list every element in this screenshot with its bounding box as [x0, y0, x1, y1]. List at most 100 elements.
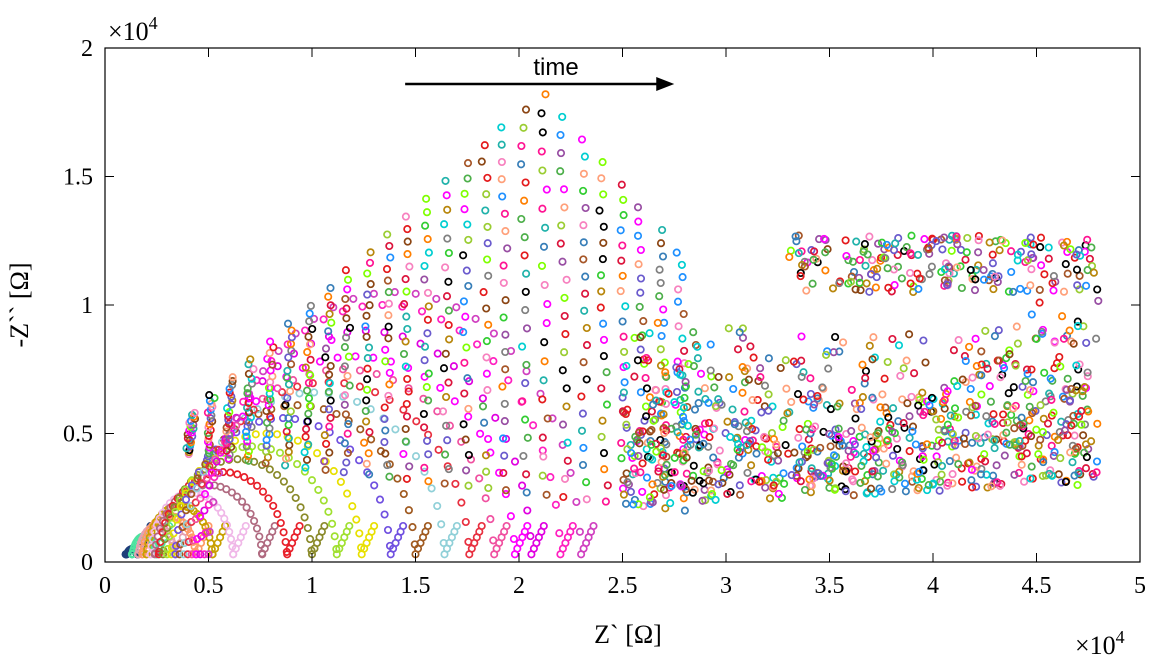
- data-point: [1072, 361, 1081, 370]
- data-point: [753, 395, 762, 405]
- data-point: [597, 384, 606, 393]
- data-point: [244, 418, 254, 427]
- data-point: [1083, 368, 1092, 377]
- data-point: [556, 149, 566, 158]
- data-point: [749, 353, 758, 362]
- data-point: [201, 529, 210, 538]
- data-point: [1050, 338, 1059, 347]
- data-point: [792, 471, 801, 480]
- data-point: [900, 479, 910, 488]
- data-point: [325, 370, 334, 379]
- data-point: [308, 379, 317, 388]
- data-point: [1049, 408, 1058, 417]
- data-point: [500, 209, 509, 218]
- data-point: [649, 416, 658, 425]
- data-point: [275, 448, 285, 457]
- data-point: [707, 486, 716, 495]
- data-point: [616, 226, 625, 235]
- data-point: [560, 474, 570, 483]
- data-point: [1027, 310, 1036, 319]
- y-tick-label: 0.5: [63, 422, 93, 448]
- data-point: [249, 365, 258, 374]
- data-point: [659, 305, 668, 314]
- data-point: [341, 410, 350, 419]
- data-point: [994, 272, 1003, 281]
- data-point: [990, 436, 999, 445]
- data-point: [262, 418, 272, 427]
- data-point: [1040, 270, 1049, 279]
- data-point: [172, 541, 181, 550]
- data-point: [623, 405, 632, 414]
- data-point: [462, 266, 471, 275]
- data-point: [285, 441, 294, 450]
- data-point: [279, 477, 288, 486]
- data-point: [498, 382, 507, 391]
- data-point: [273, 510, 282, 519]
- data-point: [814, 469, 823, 478]
- data-point: [1076, 251, 1085, 260]
- data-point: [920, 235, 929, 244]
- data-point: [462, 466, 471, 475]
- data-point: [188, 536, 197, 545]
- data-point: [278, 388, 287, 397]
- data-point: [463, 174, 472, 183]
- data-point: [1010, 470, 1019, 479]
- data-point: [740, 367, 749, 376]
- time-annotation: time: [405, 54, 675, 91]
- data-point: [537, 261, 547, 270]
- data-point: [656, 239, 666, 248]
- data-point: [501, 227, 510, 236]
- data-point: [620, 347, 629, 356]
- data-point: [733, 345, 743, 354]
- data-point: [361, 406, 370, 416]
- data-point: [326, 396, 335, 405]
- data-point: [295, 521, 304, 531]
- data-point: [371, 388, 380, 397]
- data-point: [419, 409, 428, 419]
- data-point: [662, 440, 671, 449]
- data-point: [826, 442, 835, 451]
- data-point: [344, 420, 353, 429]
- data-point: [382, 265, 392, 274]
- data-point: [295, 389, 304, 398]
- data-point: [857, 461, 866, 470]
- data-point: [656, 345, 665, 354]
- data-point: [562, 384, 571, 393]
- data-point: [210, 473, 219, 482]
- data-point: [674, 322, 683, 331]
- data-point: [949, 269, 958, 278]
- data-point: [300, 513, 309, 522]
- data-point: [265, 465, 274, 474]
- data-point: [982, 359, 991, 368]
- data-point: [983, 483, 992, 492]
- data-point: [324, 387, 333, 396]
- data-point: [717, 466, 726, 475]
- data-point: [495, 468, 504, 477]
- data-point: [674, 285, 683, 294]
- data-point: [385, 395, 394, 404]
- data-point: [401, 424, 410, 434]
- data-point: [823, 347, 832, 356]
- data-point: [977, 371, 986, 380]
- data-point: [679, 417, 688, 426]
- data-point: [259, 367, 268, 376]
- data-point: [489, 329, 498, 338]
- data-point: [501, 486, 511, 495]
- data-point: [618, 317, 627, 326]
- data-point: [734, 440, 743, 449]
- data-point: [254, 409, 263, 419]
- data-point: [866, 433, 875, 442]
- data-point: [636, 388, 645, 397]
- data-point: [970, 286, 980, 295]
- data-point: [834, 432, 843, 442]
- data-point: [510, 457, 520, 466]
- data-point: [443, 234, 452, 243]
- data-point: [362, 396, 371, 405]
- data-point: [1007, 267, 1016, 277]
- data-point: [171, 550, 180, 559]
- data-point: [1013, 339, 1022, 348]
- data-point: [163, 550, 172, 559]
- data-point: [972, 482, 981, 491]
- data-point: [757, 408, 766, 417]
- data-point: [736, 490, 745, 499]
